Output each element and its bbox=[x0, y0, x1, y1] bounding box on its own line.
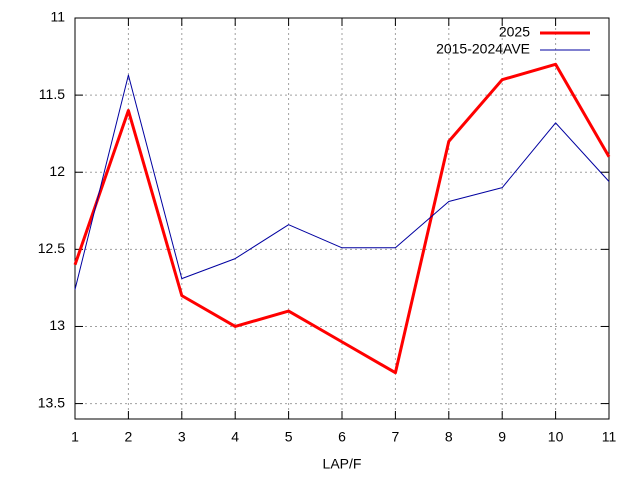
x-tick-label: 2 bbox=[125, 429, 133, 445]
x-tick-label: 5 bbox=[285, 429, 293, 445]
legend-label: 2015-2024AVE bbox=[436, 41, 530, 57]
y-tick-label: 11.5 bbox=[39, 86, 65, 102]
x-axis-label: LAP/F bbox=[323, 456, 362, 472]
x-tick-label: 4 bbox=[231, 429, 239, 445]
y-tick-label: 13 bbox=[49, 317, 65, 333]
y-tick-label: 11 bbox=[50, 9, 65, 25]
x-tick-label: 8 bbox=[445, 429, 453, 445]
y-tick-label: 12.5 bbox=[38, 240, 65, 256]
y-tick-label: 13.5 bbox=[38, 394, 65, 410]
series-line bbox=[73, 62, 611, 375]
x-tick-label: 10 bbox=[548, 429, 564, 445]
x-tick-label: 11 bbox=[602, 429, 617, 445]
y-tick-label: 12 bbox=[49, 163, 65, 179]
plot-border bbox=[74, 17, 610, 420]
x-tick-label: 3 bbox=[178, 429, 186, 445]
x-tick-label: 7 bbox=[392, 429, 400, 445]
legend-label: 2025 bbox=[499, 24, 530, 40]
series-line bbox=[74, 74, 610, 290]
x-tick-label: 9 bbox=[498, 429, 506, 445]
x-tick-label: 6 bbox=[338, 429, 346, 445]
x-tick-label: 1 bbox=[71, 429, 79, 445]
